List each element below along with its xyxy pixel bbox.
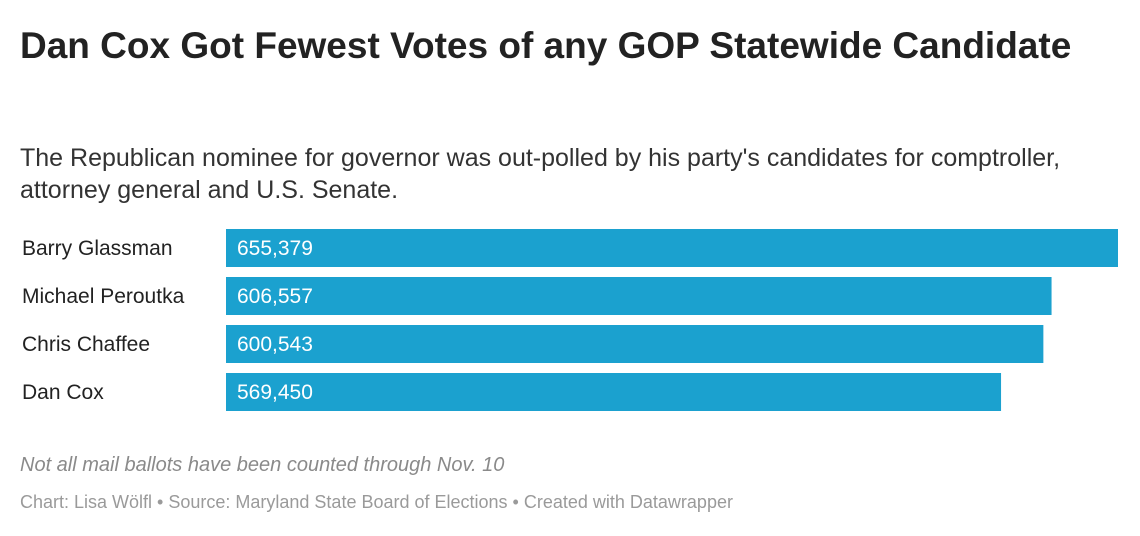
bar xyxy=(226,229,1118,267)
chart-footer: Chart: Lisa Wölfl • Source: Maryland Sta… xyxy=(20,490,733,514)
chart-tool-credit: Created with Datawrapper xyxy=(523,492,733,512)
bar-value-label: 655,379 xyxy=(237,237,313,260)
bar xyxy=(226,373,1002,411)
bar-value-label: 600,543 xyxy=(237,333,313,356)
footer-separator: • xyxy=(507,492,524,512)
bar xyxy=(226,325,1044,363)
bar-value-label: 569,450 xyxy=(237,381,313,404)
bar-chart: Barry Glassman 655,379 Michael Peroutka 606… xyxy=(20,226,1120,416)
category-label: Dan Cox xyxy=(22,381,104,404)
bar-chart-svg: Barry Glassman 655,379 Michael Peroutka 606… xyxy=(22,229,1118,411)
chart-credit: Chart: Lisa Wölfl xyxy=(20,492,153,512)
bar-value-label: 606,557 xyxy=(237,285,313,308)
chart-title: Dan Cox Got Fewest Votes of any GOP Stat… xyxy=(20,25,1072,66)
chart-source: Source: Maryland State Board of Election… xyxy=(168,492,508,512)
chart-subtitle: The Republican nominee for governor was … xyxy=(20,144,1061,204)
category-label: Barry Glassman xyxy=(22,237,173,260)
category-label: Michael Peroutka xyxy=(22,285,185,308)
category-label: Chris Chaffee xyxy=(22,333,150,356)
footer-separator: • xyxy=(152,492,169,512)
bar xyxy=(226,277,1052,315)
chart-note: Not all mail ballots have been counted t… xyxy=(20,454,505,476)
